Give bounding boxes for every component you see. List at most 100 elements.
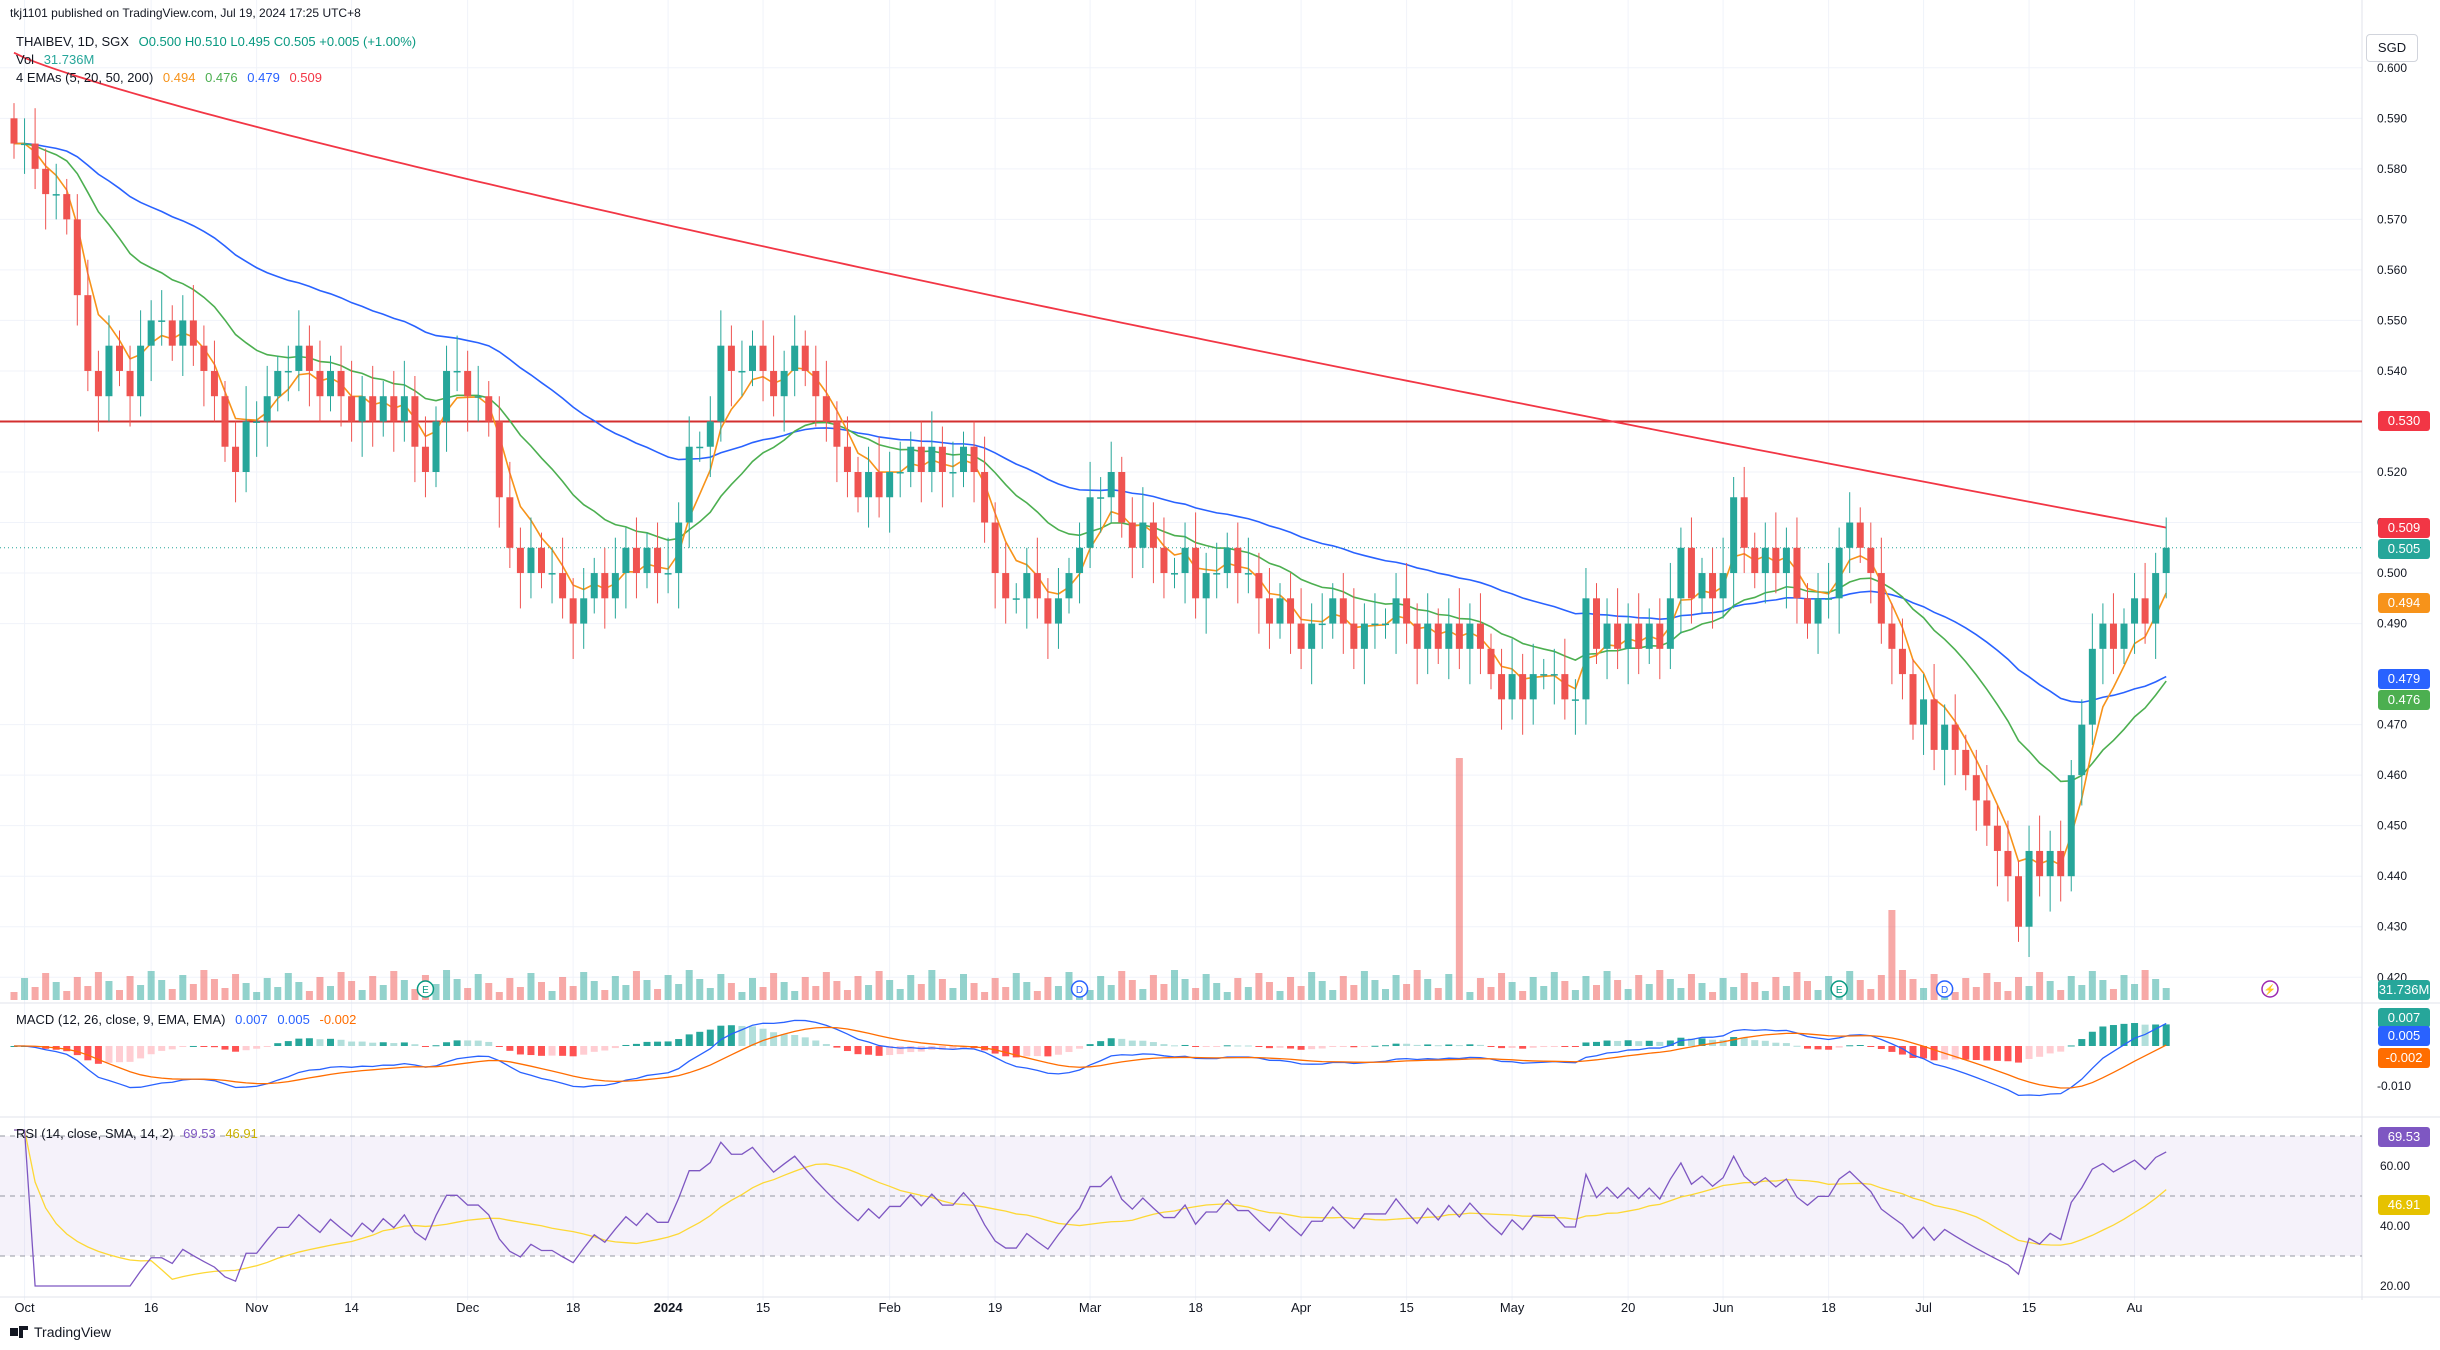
candle-body	[242, 421, 250, 472]
publisher-line: tkj1101 published on TradingView.com, Ju…	[10, 6, 361, 20]
macd-histogram-bar	[2057, 1046, 2065, 1052]
macd-histogram-bar	[580, 1046, 588, 1055]
macd-histogram-bar	[2120, 1023, 2128, 1046]
time-tick-label: 18	[566, 1300, 580, 1315]
price-tick-label: 0.520	[2377, 465, 2407, 479]
volume-bar	[1044, 977, 1052, 1000]
macd-histogram-bar	[1540, 1046, 1548, 1048]
macd-histogram-bar	[179, 1046, 187, 1047]
candle-body	[1033, 573, 1041, 599]
volume-bar	[2015, 977, 2022, 1000]
candle-body	[970, 446, 978, 472]
macd-histogram-bar	[1635, 1041, 1643, 1046]
price-tick-label: 0.540	[2377, 364, 2407, 378]
price-tick-label: 0.460	[2377, 768, 2407, 782]
volume-bar	[1951, 992, 1959, 1000]
macd-histogram-bar	[1097, 1041, 1105, 1046]
candle-body	[52, 194, 60, 196]
volume-bar	[896, 989, 904, 1000]
macd-histogram-bar	[1308, 1046, 1316, 1050]
macd-histogram-bar	[907, 1046, 915, 1053]
macd-histogram-bar	[1455, 1045, 1463, 1047]
candle-body	[1782, 547, 1790, 574]
candle-body	[1529, 674, 1537, 700]
candle-body	[812, 370, 820, 397]
candle-body	[1888, 623, 1896, 649]
volume-bar	[1487, 987, 1495, 1000]
candle-body	[1582, 598, 1590, 700]
price-tag: 0.530	[2378, 411, 2430, 432]
candle-body	[981, 472, 989, 523]
macd-histogram-bar	[1023, 1046, 1031, 1057]
candle-body	[1804, 598, 1811, 624]
candle-body	[1972, 775, 1980, 801]
volume-bar	[664, 975, 672, 1000]
macd-histogram-bar	[1107, 1038, 1115, 1046]
volume-bar	[843, 990, 851, 1000]
macd-histogram-bar	[717, 1025, 725, 1046]
volume-bar	[1318, 981, 1326, 1000]
candle-body	[1297, 623, 1305, 649]
macd-histogram-bar	[1086, 1044, 1094, 1046]
volume-bar	[527, 973, 535, 1000]
price-tick-label: 0.500	[2377, 566, 2407, 580]
candle-body	[1561, 674, 1569, 700]
candle-body	[2109, 623, 2117, 649]
volume-bar	[1519, 991, 1527, 1000]
volume-bar	[1244, 987, 1252, 1000]
volume-bar	[1993, 982, 2001, 1000]
macd-histogram-bar	[727, 1025, 735, 1046]
candle-body	[1118, 472, 1126, 523]
macd-histogram-bar	[464, 1040, 472, 1046]
macd-histogram-bar	[1677, 1037, 1685, 1046]
volume-bar	[1888, 910, 1896, 1000]
candle-body	[105, 345, 113, 397]
candle-body	[1160, 547, 1168, 574]
candle-body	[1941, 724, 1949, 750]
candle-body	[1054, 598, 1062, 624]
time-tick-label: 15	[756, 1300, 770, 1315]
candle-body	[1308, 623, 1316, 649]
macd-histogram-bar	[1002, 1046, 1010, 1057]
macd-histogram-bar	[538, 1046, 545, 1056]
candle-body	[337, 370, 345, 397]
time-tick-label: 20	[1621, 1300, 1635, 1315]
volume-bar	[485, 983, 493, 1000]
candle-body	[1603, 623, 1611, 649]
macd-histogram-bar	[2109, 1025, 2117, 1046]
candle-body	[643, 547, 651, 574]
volume-bar	[358, 990, 366, 1000]
candle-body	[495, 421, 503, 498]
volume-bar	[337, 972, 345, 1000]
volume-bar	[158, 980, 166, 1000]
candle-body	[1740, 497, 1748, 548]
event-markers[interactable]: E D E D ⚡	[416, 980, 2279, 998]
macd-histogram-bar	[1782, 1043, 1790, 1046]
macd-histogram-bar	[833, 1046, 841, 1048]
macd-histogram-bar	[1603, 1040, 1611, 1046]
volume-bar	[105, 981, 113, 1000]
volume-bar	[274, 987, 282, 1000]
candle-body	[886, 472, 894, 498]
candle-body	[2004, 850, 2012, 877]
volume-bar	[63, 991, 71, 1000]
currency-button[interactable]: SGD	[2366, 34, 2418, 62]
candle-body	[1202, 573, 1210, 599]
candle-body	[1371, 623, 1379, 626]
volume-bar	[1213, 983, 1221, 1000]
volume-bar	[1529, 977, 1537, 1000]
footer-brand[interactable]: TradingView	[10, 1324, 111, 1340]
candle-body	[2015, 876, 2022, 927]
candle-body	[390, 396, 398, 422]
macd-histogram-bar	[801, 1037, 809, 1046]
volume-bar	[1223, 992, 1231, 1000]
candle-body	[1181, 547, 1189, 574]
volume-bar	[369, 976, 377, 1000]
candle-body	[263, 396, 271, 422]
price-tick-label: 0.440	[2377, 869, 2407, 883]
macd-histogram-bar	[1487, 1046, 1495, 1047]
volume-bar	[1455, 758, 1463, 1000]
grid	[0, 0, 2440, 1300]
volume-bar	[2067, 976, 2075, 1000]
